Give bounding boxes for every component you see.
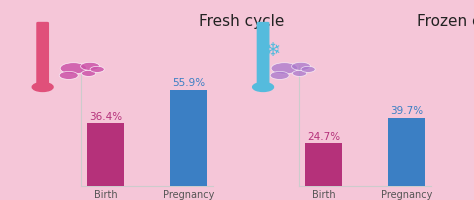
Text: 36.4%: 36.4% [89,111,122,121]
Bar [388,118,425,186]
Text: Frozen cycle: Frozen cycle [417,14,474,29]
Text: 39.7%: 39.7% [390,105,423,115]
Text: 55.9%: 55.9% [172,78,205,88]
Bar [170,90,207,186]
Bar [305,144,342,186]
Bar [87,124,124,186]
Text: 24.7%: 24.7% [307,131,340,141]
Text: ❄: ❄ [264,41,281,59]
Text: Fresh cycle: Fresh cycle [199,14,284,29]
